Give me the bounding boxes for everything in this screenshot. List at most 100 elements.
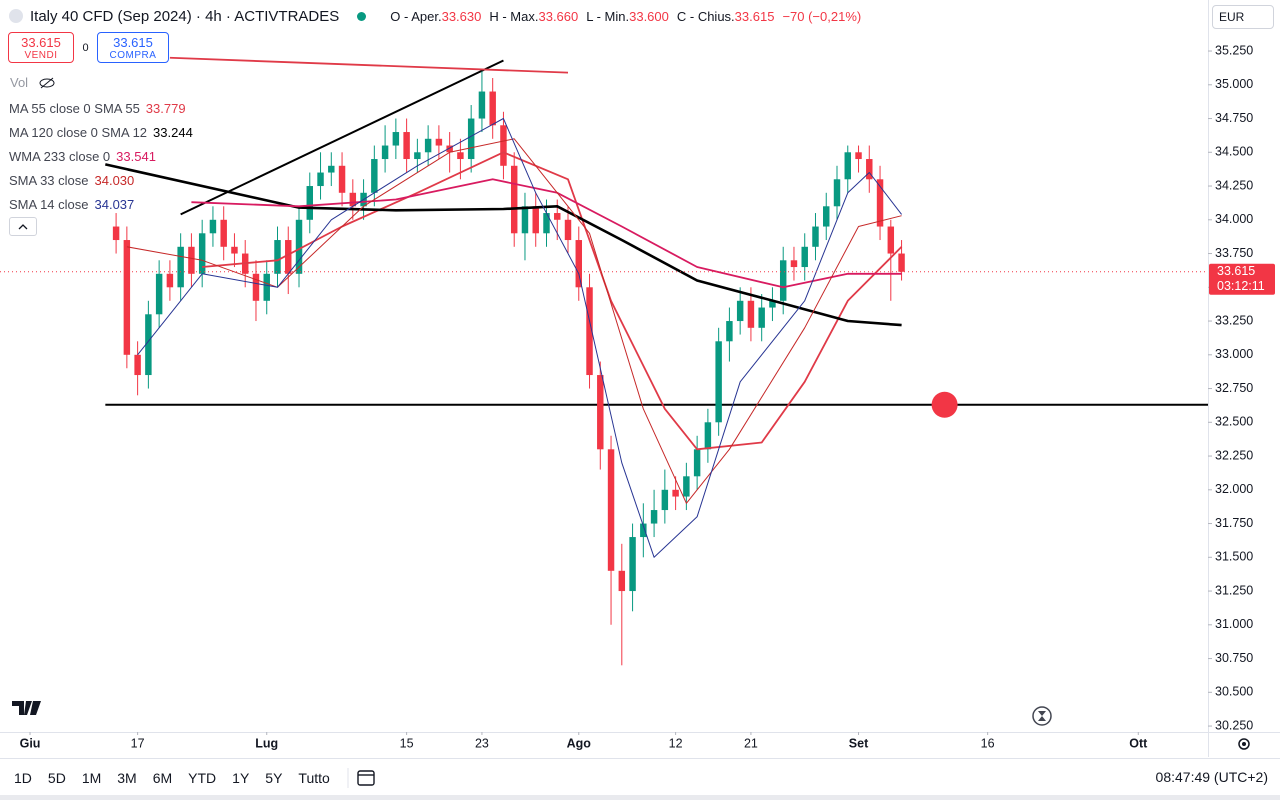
candle-body [564, 219, 572, 241]
y-tick-label: 35.000 [1215, 77, 1253, 91]
candle-body [328, 165, 335, 173]
candle-body [790, 260, 798, 268]
candle-body [758, 307, 765, 328]
x-tick-label: Lug [255, 736, 278, 750]
tv-logo [12, 701, 41, 715]
legend-value: 33.244 [153, 124, 193, 140]
y-tick-label: 31.250 [1215, 583, 1253, 597]
low-value: 33.600 [629, 8, 669, 24]
candle-body [876, 179, 884, 227]
candle-body [543, 213, 550, 234]
x-tick-label: Ott [1129, 736, 1148, 750]
candle-body [166, 273, 174, 288]
candle-body [866, 159, 873, 180]
y-tick-label: 35.250 [1215, 43, 1253, 57]
candle-body [306, 186, 314, 220]
candle-body [554, 213, 561, 220]
legend-name: MA 120 close 0 SMA 12 [9, 124, 148, 140]
moving-average-line [105, 163, 902, 327]
spread: 0 [82, 41, 89, 54]
candle-body [833, 179, 841, 207]
candle-body [629, 537, 636, 592]
indicator-legend: MA 55 close 0 SMA 55 33.779 MA 120 close 0… [9, 96, 193, 216]
hidden-icon[interactable] [38, 77, 56, 89]
y-tick-label: 32.750 [1215, 381, 1253, 395]
timeframe-button[interactable]: 5D [47, 769, 66, 786]
legend-value: 34.037 [94, 196, 135, 212]
moving-average-line [191, 178, 902, 289]
candle-body [661, 489, 669, 511]
y-tick-label: 31.000 [1215, 617, 1253, 631]
timeframe-button[interactable]: 6M [152, 769, 173, 786]
candle-body [586, 287, 593, 376]
candle-body [736, 300, 744, 322]
buy-price: 33.615 [113, 34, 153, 50]
timeframe-button[interactable]: 5Y [265, 769, 283, 786]
buy-label: COMPRA [109, 49, 157, 61]
timeframe-button[interactable]: 1Y [232, 769, 250, 786]
timeframe-button[interactable]: 1D [14, 769, 32, 786]
candle-body [123, 240, 131, 355]
candle-body [618, 570, 626, 592]
date-range-button[interactable] [346, 767, 386, 788]
legend-row: MA 120 close 0 SMA 12 33.244 [9, 120, 193, 144]
legend-value: 34.030 [94, 172, 135, 188]
candle-body [650, 510, 658, 524]
collapse-legend-button[interactable] [9, 217, 37, 236]
legend-row: WMA 233 close 0 33.541 [9, 144, 193, 168]
timeframe-button[interactable]: 1M [81, 769, 102, 786]
candle-body [209, 219, 217, 234]
currency: EUR [1219, 10, 1245, 24]
candle-body [220, 219, 227, 247]
candle-body [672, 489, 679, 497]
y-tick-label: 34.250 [1215, 178, 1253, 192]
legend-name: SMA 33 close [9, 172, 89, 188]
high-value: 33.660 [538, 8, 579, 24]
candle-body [478, 91, 486, 119]
timeframe-button[interactable]: YTD [188, 769, 217, 786]
candle-body [693, 449, 701, 477]
candle-body [295, 219, 303, 274]
y-tick-label: 32.500 [1215, 415, 1253, 429]
candle-body [145, 314, 152, 376]
candle-body [801, 246, 808, 268]
candle-body [779, 260, 787, 301]
candle-body [747, 300, 755, 328]
timeframe-button[interactable]: Tutto [298, 769, 330, 786]
legend-value: 33.779 [145, 100, 186, 116]
sell-button[interactable]: 33.615 VENDI [8, 32, 74, 63]
y-tick-label: 32.250 [1215, 448, 1253, 462]
alert-marker[interactable] [931, 391, 958, 418]
timeframe-button[interactable]: 3M [117, 769, 137, 786]
candle-body [607, 449, 615, 571]
candle-body [446, 145, 453, 153]
y-tick-label: 30.500 [1215, 685, 1253, 699]
legend-name: SMA 14 close [9, 196, 89, 212]
candle-body [500, 125, 507, 166]
countdown: 03:12:11 [1217, 279, 1265, 293]
candle-body [349, 192, 357, 207]
candle-body [812, 226, 819, 247]
currency-selector[interactable]: EUR [1212, 5, 1274, 29]
buy-button[interactable]: 33.615 COMPRA [97, 32, 169, 63]
candle-body [112, 226, 120, 241]
candle-body [392, 132, 400, 146]
replay-button[interactable] [1032, 706, 1052, 726]
candle-body [640, 523, 647, 538]
clock: 08:47:49 (UTC+2) [1155, 769, 1268, 785]
low-label: L - Min. [586, 8, 630, 24]
volume-indicator: Vol [10, 75, 56, 90]
candle-body [532, 206, 539, 234]
candle-body [715, 341, 722, 423]
change-value: −70 (−0,21%) [782, 8, 862, 24]
candle-body [134, 354, 141, 376]
y-tick-label: 31.750 [1215, 516, 1253, 530]
x-tick-label: 12 [669, 736, 683, 750]
settings-button[interactable] [1238, 738, 1250, 750]
sell-label: VENDI [24, 49, 58, 61]
plot-area [0, 56, 1208, 666]
candle-body [285, 240, 292, 274]
candle-body [155, 273, 163, 315]
candle-body [898, 253, 905, 272]
x-tick-label: Ago [567, 736, 592, 750]
